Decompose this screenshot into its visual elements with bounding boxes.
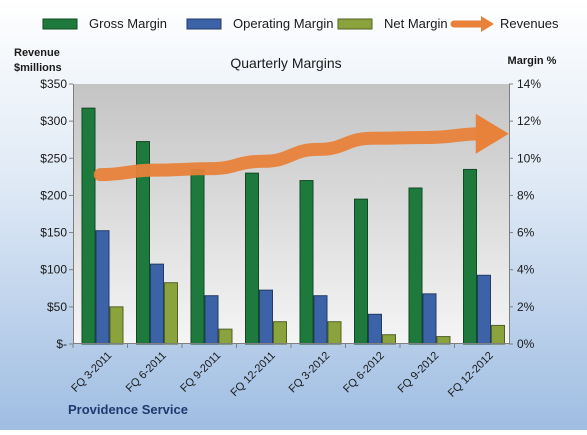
right-tick-label: 6% xyxy=(517,226,535,240)
line-layer xyxy=(93,113,509,182)
bar-operating-margin-fq-12-2011 xyxy=(259,289,273,345)
bar-net-margin-fq-3-2012 xyxy=(327,321,342,345)
bars-layer xyxy=(81,107,505,345)
line-revenues-arrowhead xyxy=(475,113,509,154)
left-tick-label: $50 xyxy=(47,300,67,314)
bar-operating-margin-fq-9-2012 xyxy=(422,293,437,345)
right-tick-label: 8% xyxy=(517,188,535,202)
legend-swatch-gross-margin xyxy=(42,18,78,30)
bar-gross-margin-fq-9-2012 xyxy=(408,187,423,345)
left-tick-label: $- xyxy=(56,337,67,351)
legend-label-gross-margin: Gross Margin xyxy=(89,16,167,31)
bar-operating-margin-fq-9-2011 xyxy=(204,295,219,345)
bar-net-margin-fq-12-2011 xyxy=(273,321,287,345)
legend-label-revenues: Revenues xyxy=(500,16,559,31)
bar-net-margin-fq-3-2011 xyxy=(109,306,124,345)
bar-net-margin-fq-12-2012 xyxy=(491,324,505,345)
right-tick-label: 0% xyxy=(517,337,535,351)
left-tick-label: $150 xyxy=(40,226,67,240)
right-tick-label: 14% xyxy=(517,77,541,91)
bar-operating-margin-fq-6-2011 xyxy=(150,263,164,345)
left-tick-label: $250 xyxy=(40,151,67,165)
left-axis-label-line2: $millions xyxy=(14,62,62,74)
right-tick-label: 10% xyxy=(517,151,541,165)
bar-operating-margin-fq-6-2012 xyxy=(368,313,382,345)
bar-gross-margin-fq-9-2011 xyxy=(190,168,205,345)
right-tick-label: 2% xyxy=(517,300,535,314)
bar-operating-margin-fq-3-2012 xyxy=(313,295,328,345)
chart-title: Quarterly Margins xyxy=(230,55,341,71)
legend-label-net-margin: Net Margin xyxy=(384,16,448,31)
right-axis-label: Margin % xyxy=(508,55,557,67)
left-tick-label: $350 xyxy=(40,77,67,91)
bar-gross-margin-fq-12-2012 xyxy=(463,168,477,345)
bar-gross-margin-fq-6-2012 xyxy=(354,198,368,345)
bar-net-margin-fq-6-2012 xyxy=(382,334,396,345)
footer-label: Providence Service xyxy=(68,402,188,417)
left-tick-label: $100 xyxy=(40,263,67,277)
bar-net-margin-fq-6-2011 xyxy=(164,282,178,345)
right-tick-label: 12% xyxy=(517,114,541,128)
right-tick-label: 4% xyxy=(517,263,535,277)
bar-net-margin-fq-9-2011 xyxy=(218,328,233,345)
legend-swatch-net-margin xyxy=(337,18,373,30)
left-tick-label: $200 xyxy=(40,188,67,202)
legend: Gross Margin Operating Margin Net Margin Re… xyxy=(42,16,559,32)
bar-gross-margin-fq-3-2012 xyxy=(299,180,314,345)
bar-gross-margin-fq-3-2011 xyxy=(81,107,96,345)
bar-operating-margin-fq-12-2012 xyxy=(477,274,491,345)
legend-swatch-operating-margin xyxy=(186,18,222,30)
legend-swatch-arrowhead xyxy=(481,16,494,32)
line-revenues xyxy=(93,127,489,182)
legend-label-operating-margin: Operating Margin xyxy=(233,16,333,31)
bar-operating-margin-fq-3-2011 xyxy=(95,230,110,345)
bar-net-margin-fq-9-2012 xyxy=(436,336,451,345)
left-axis-label-line1: Revenue xyxy=(14,47,60,59)
left-tick-label: $300 xyxy=(40,114,67,128)
bar-gross-margin-fq-12-2011 xyxy=(245,172,259,345)
